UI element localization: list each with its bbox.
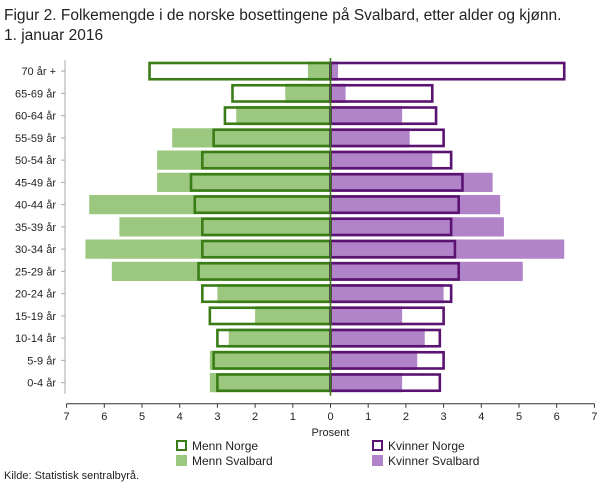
bar-menn-svalbard-12	[228, 328, 331, 348]
bar-menn-svalbard-1	[285, 83, 331, 103]
x-tick-label: 4	[177, 411, 183, 423]
legend-menn-norge-swatch	[176, 440, 187, 451]
x-tick-label: 5	[139, 411, 145, 423]
x-tick-label: 1	[290, 411, 296, 423]
legend-menn-norge-label: Menn Norge	[192, 439, 258, 453]
bar-kvinner-svalbard-11	[330, 306, 403, 326]
y-tick-label: 40-44 år	[15, 200, 56, 212]
bar-kvinner-svalbard-10	[330, 284, 444, 304]
y-tick-label: 55-59 år	[15, 133, 56, 145]
x-tick-label: 4	[478, 411, 484, 423]
bar-kvinner-svalbard-0	[330, 61, 339, 81]
chart-title-line-2: 1. januar 2016	[4, 27, 104, 44]
y-tick-label: 30-34 år	[15, 244, 56, 256]
bar-menn-norge-0	[148, 61, 332, 81]
y-tick-label: 20-24 år	[15, 289, 56, 301]
bar-menn-svalbard-7	[119, 217, 331, 237]
legend-kvinner-norge-label: Kvinner Norge	[388, 439, 465, 453]
y-tick-label: 25-29 år	[15, 266, 56, 278]
bar-menn-svalbard-6	[89, 195, 331, 215]
bar-menn-svalbard-3	[172, 128, 331, 148]
bar-kvinner-svalbard-13	[330, 350, 418, 370]
bar-menn-svalbard-9	[111, 261, 331, 281]
x-tick-label: 2	[403, 411, 409, 423]
bar-menn-svalbard-11	[255, 306, 331, 326]
x-tick-label: 1	[365, 411, 371, 423]
bar-menn-svalbard-14	[209, 373, 331, 393]
legend-menn-svalbard-swatch	[176, 455, 187, 466]
legend-kvinner-svalbard-label: Kvinner Svalbard	[388, 454, 479, 468]
chart-title: Figur 2. Folkemengde i de norske bosetti…	[4, 6, 604, 46]
x-axis-label: Prosent	[312, 427, 350, 439]
bar-kvinner-svalbard-9	[330, 261, 523, 281]
bar-kvinner-svalbard-3	[330, 128, 410, 148]
bar-menn-svalbard-5	[157, 172, 331, 192]
legend-menn-svalbard-label: Menn Svalbard	[192, 454, 273, 468]
y-tick-label: 45-49 år	[15, 177, 56, 189]
x-tick-label: 7	[64, 411, 70, 423]
y-tick-label: 70 år +	[21, 66, 56, 78]
x-tick-label: 7	[591, 411, 597, 423]
bar-menn-svalbard-10	[217, 284, 331, 304]
bar-menn-svalbard-0	[307, 61, 331, 81]
x-tick-label: 6	[101, 411, 107, 423]
bar-kvinner-svalbard-8	[330, 239, 565, 259]
bar-menn-svalbard-8	[85, 239, 331, 259]
legend-kvinner-svalbard-swatch	[372, 455, 383, 466]
bar-kvinner-svalbard-1	[330, 83, 346, 103]
bar-kvinner-svalbard-5	[330, 172, 493, 192]
x-tick-label: 6	[554, 411, 560, 423]
x-tick-label: 3	[441, 411, 447, 423]
bar-kvinner-norge-1	[329, 83, 434, 103]
y-tick-label: 5-9 år	[27, 355, 56, 367]
bar-kvinner-svalbard-12	[330, 328, 425, 348]
x-tick-label: 3	[214, 411, 220, 423]
bar-kvinner-svalbard-7	[330, 217, 504, 237]
y-tick-label: 50-54 år	[15, 155, 56, 167]
bar-kvinner-svalbard-6	[330, 195, 501, 215]
y-tick-label: 60-64 år	[15, 111, 56, 123]
population-pyramid-chart: 70 år + 65-69 år 60-64 år 55-59 år 50-54 år 4…	[15, 58, 597, 468]
y-tick-label: 65-69 år	[15, 88, 56, 100]
x-tick-label: 2	[252, 411, 258, 423]
bar-menn-svalbard-4	[157, 150, 331, 170]
legend-kvinner-norge-swatch	[372, 440, 383, 451]
bar-kvinner-svalbard-14	[330, 373, 403, 393]
bar-kvinner-norge-0	[329, 61, 566, 81]
bar-menn-svalbard-2	[236, 106, 331, 126]
x-tick-label: 0	[327, 411, 333, 423]
bar-kvinner-svalbard-2	[330, 106, 403, 126]
chart-title-line-1: Figur 2. Folkemengde i de norske bosetti…	[4, 7, 562, 24]
source-note: Kilde: Statistisk sentralbyrå.	[4, 470, 140, 482]
y-tick-label: 0-4 år	[27, 378, 56, 390]
y-tick-label: 15-19 år	[15, 311, 56, 323]
y-tick-label: 35-39 år	[15, 222, 56, 234]
bar-kvinner-svalbard-4	[330, 150, 433, 170]
bar-menn-svalbard-13	[209, 350, 331, 370]
y-tick-label: 10-14 år	[15, 333, 56, 345]
x-tick-label: 5	[516, 411, 522, 423]
